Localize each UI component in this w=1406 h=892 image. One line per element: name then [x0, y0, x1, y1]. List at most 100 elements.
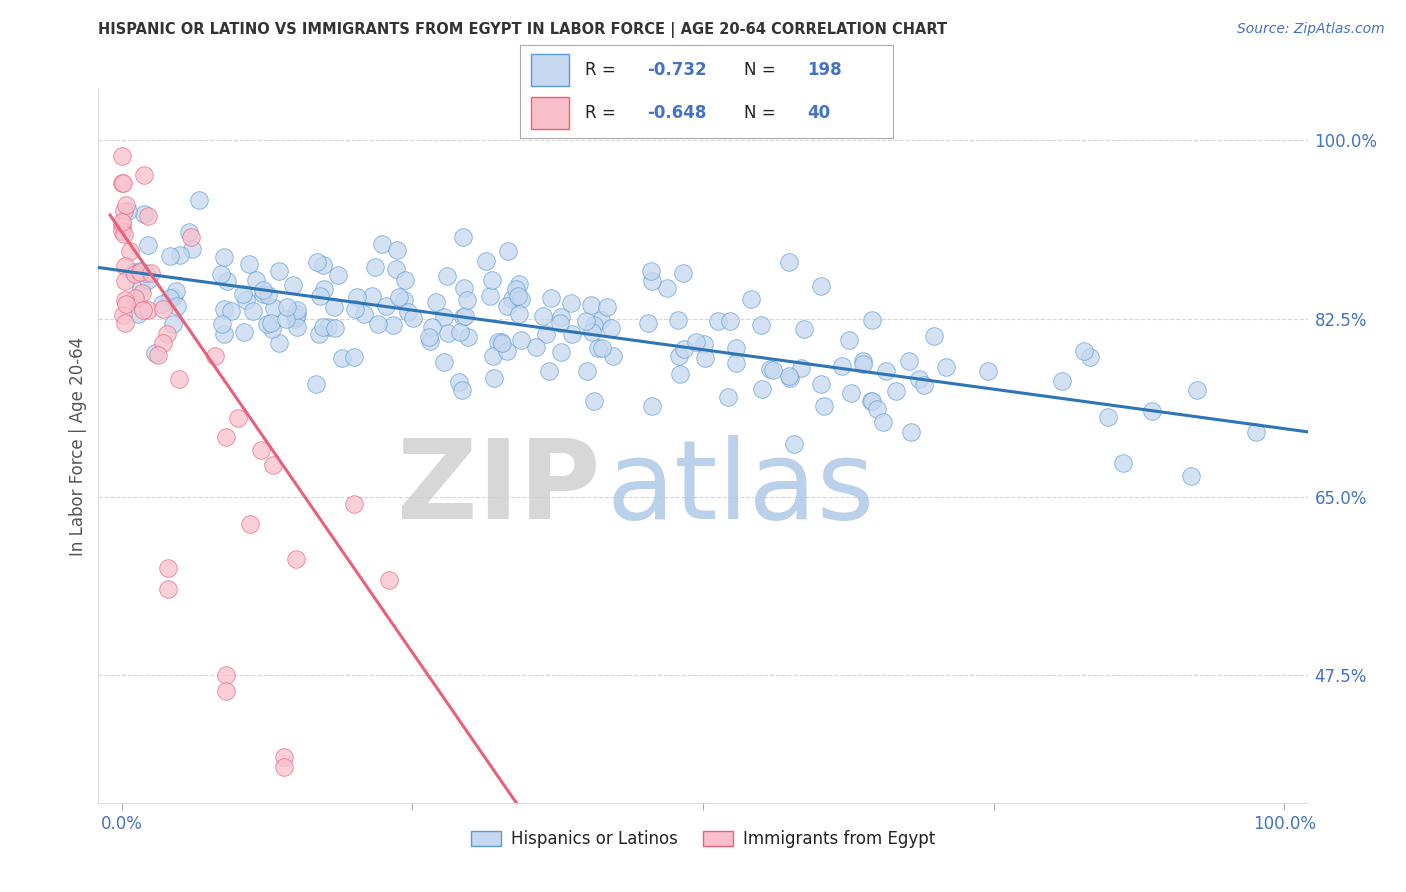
- Point: [1078, 350, 1101, 364]
- Point: [475, 253, 498, 268]
- Point: [672, 266, 695, 280]
- Point: [274, 312, 297, 326]
- Y-axis label: In Labor Force | Age 20-64: In Labor Force | Age 20-64: [69, 336, 87, 556]
- Point: [252, 287, 274, 301]
- Point: [831, 359, 853, 374]
- Point: [491, 335, 513, 350]
- Point: [285, 303, 308, 318]
- Text: R =: R =: [585, 104, 621, 122]
- Point: [132, 207, 155, 221]
- Point: [378, 574, 401, 588]
- Point: [284, 310, 307, 324]
- Legend: Hispanics or Latinos, Immigrants from Egypt: Hispanics or Latinos, Immigrants from Eg…: [464, 824, 942, 855]
- Point: [392, 293, 415, 307]
- Point: [550, 345, 572, 359]
- Point: [212, 250, 235, 264]
- Point: [136, 273, 159, 287]
- Point: [425, 294, 447, 309]
- Point: [111, 149, 134, 163]
- Point: [157, 582, 180, 596]
- Point: [860, 394, 883, 409]
- Point: [449, 325, 471, 339]
- Point: [793, 322, 815, 336]
- Point: [111, 219, 134, 233]
- Point: [273, 760, 295, 774]
- Point: [381, 318, 404, 332]
- Point: [536, 326, 558, 341]
- Point: [111, 224, 134, 238]
- Point: [456, 293, 478, 308]
- Text: atlas: atlas: [606, 435, 875, 542]
- Point: [531, 309, 554, 323]
- Point: [353, 307, 375, 321]
- Point: [150, 297, 173, 311]
- Point: [221, 304, 243, 318]
- Point: [374, 299, 396, 313]
- Point: [285, 307, 308, 321]
- Point: [749, 318, 772, 333]
- Point: [907, 372, 929, 386]
- Point: [115, 198, 138, 212]
- Point: [162, 290, 184, 304]
- Point: [343, 350, 366, 364]
- Point: [180, 229, 202, 244]
- Point: [136, 209, 159, 223]
- Point: [312, 320, 335, 334]
- Point: [238, 257, 260, 271]
- Point: [875, 364, 897, 378]
- Text: -0.648: -0.648: [647, 104, 706, 122]
- Point: [152, 302, 174, 317]
- Point: [143, 346, 166, 360]
- Point: [212, 326, 235, 341]
- Point: [128, 300, 150, 314]
- Point: [127, 307, 149, 321]
- Point: [159, 250, 181, 264]
- Point: [496, 299, 519, 313]
- Point: [451, 310, 474, 324]
- Point: [124, 267, 146, 281]
- Point: [285, 319, 308, 334]
- Point: [308, 327, 330, 342]
- Text: -0.732: -0.732: [647, 61, 707, 78]
- Point: [388, 290, 411, 304]
- Point: [316, 320, 339, 334]
- Point: [778, 368, 800, 383]
- Point: [581, 297, 603, 311]
- Point: [262, 458, 284, 472]
- Point: [242, 303, 264, 318]
- Point: [343, 496, 366, 510]
- Point: [114, 203, 136, 218]
- Point: [285, 552, 308, 566]
- Point: [657, 281, 679, 295]
- Point: [437, 326, 460, 340]
- Text: 198: 198: [807, 61, 842, 78]
- Point: [596, 300, 619, 314]
- Point: [217, 274, 239, 288]
- Point: [433, 310, 456, 324]
- Point: [420, 320, 443, 334]
- Point: [872, 416, 894, 430]
- Text: 40: 40: [807, 104, 830, 122]
- Point: [583, 394, 606, 409]
- Point: [447, 375, 470, 389]
- Point: [685, 334, 707, 349]
- Point: [267, 264, 290, 278]
- Point: [129, 265, 152, 279]
- Point: [481, 273, 503, 287]
- Point: [1246, 425, 1268, 439]
- Point: [561, 327, 583, 342]
- Point: [111, 309, 134, 323]
- Point: [478, 288, 501, 302]
- Point: [813, 399, 835, 413]
- Point: [935, 359, 957, 374]
- Point: [385, 262, 408, 277]
- Point: [669, 368, 692, 382]
- Point: [583, 318, 606, 332]
- Point: [114, 274, 136, 288]
- Point: [508, 277, 530, 292]
- Text: R =: R =: [585, 61, 621, 78]
- Point: [641, 399, 664, 413]
- Point: [129, 280, 152, 294]
- Point: [252, 283, 274, 297]
- Point: [245, 273, 267, 287]
